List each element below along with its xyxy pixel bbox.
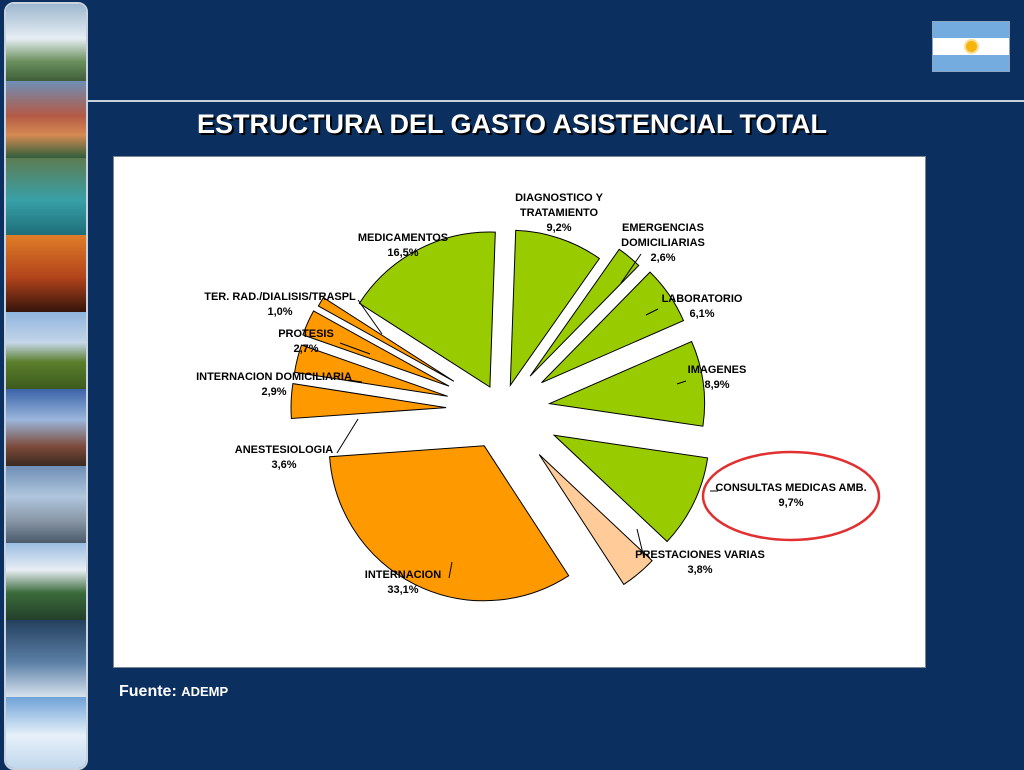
flag-stripe-bottom (933, 54, 1009, 71)
slice-name: EMERGENCIAS (622, 222, 704, 234)
mountains-photo (6, 81, 86, 158)
slice-name: ANESTESIOLOGIA (235, 444, 333, 456)
slice-value: 2,7% (293, 343, 318, 355)
slice-name: DOMICILIARIAS (621, 237, 705, 249)
leader-line (357, 299, 383, 335)
pie-slice (358, 231, 496, 388)
slice-value: 3,6% (271, 459, 296, 471)
river-photo (6, 158, 86, 235)
palm-sunset-photo (6, 235, 86, 312)
obelisk-tango-photo (6, 389, 86, 466)
pie-slice (547, 340, 706, 427)
pie-chart: DIAGNOSTICO Y TRATAMIENTO 9,2% EMERGENCIAS D… (196, 192, 881, 602)
slice-name: INTERNACION DOMICILIARIA (196, 371, 352, 383)
pie-chart-panel: DIAGNOSTICO Y TRATAMIENTO 9,2% EMERGENCIAS D… (113, 156, 926, 668)
slice-label: EMERGENCIAS DOMICILIARIAS 2,6% (621, 222, 705, 264)
slice-name: PRESTACIONES VARIAS (635, 549, 765, 561)
slice-name: CONSULTAS MEDICAS AMB. (715, 482, 866, 494)
source-note: Fuente: ADEMP (119, 683, 228, 701)
slice-label: INTERNACION DOMICILIARIA 2,9% (196, 371, 352, 398)
leader-line (676, 380, 687, 385)
flag-stripe-top (933, 22, 1009, 39)
slice-name: IMAGENES (688, 364, 747, 376)
pie-slice (329, 445, 570, 602)
slice-label: ANESTESIOLOGIA 3,6% (235, 444, 333, 471)
leader-line (620, 253, 642, 284)
leader-line (336, 418, 359, 454)
slice-label: DIAGNOSTICO Y TRATAMIENTO 9,2% (515, 192, 603, 234)
slice-label: MEDICAMENTOS 16,5% (358, 232, 448, 259)
leader-line (347, 379, 363, 383)
slice-value: 9,7% (778, 497, 803, 509)
glacier-photo (6, 697, 86, 768)
slice-name: DIAGNOSTICO Y (515, 192, 603, 204)
lake-mountains-photo (6, 543, 86, 620)
slice-label: IMAGENES 8,9% (688, 364, 747, 391)
source-value: ADEMP (181, 684, 229, 699)
sun-of-may-icon (965, 40, 977, 52)
city-skyline-photo (6, 466, 86, 543)
slice-name: MEDICAMENTOS (358, 232, 448, 244)
slice-label: PRESTACIONES VARIAS 3,8% (635, 549, 765, 576)
pie-slice (302, 310, 450, 387)
pie-slice (552, 434, 709, 543)
header-rule (88, 100, 1024, 102)
slide-title: ESTRUCTURA DEL GASTO ASISTENCIAL TOTAL (196, 109, 828, 139)
slice-label: LABORATORIO 6,1% (662, 293, 743, 320)
slice-name: TRATAMIENTO (520, 207, 599, 219)
waterfall-photo (6, 4, 86, 81)
source-label: Fuente: (119, 683, 177, 700)
slice-name: TER. RAD./DIALISIS/TRASPL (204, 291, 356, 303)
left-photo-strip (4, 2, 88, 770)
slice-value: 3,8% (687, 564, 712, 576)
leader-line (339, 342, 371, 355)
slice-value: 6,1% (689, 308, 714, 320)
leader-line (448, 561, 453, 579)
slice-label: PROTESIS 2,7% (278, 328, 334, 355)
flag-stripe-middle (933, 38, 1009, 55)
slice-value: 9,2% (546, 222, 571, 234)
slice-value: 1,0% (267, 306, 292, 318)
pie-slice (541, 271, 685, 384)
slice-label: TER. RAD./DIALISIS/TRASPL 1,0% (204, 291, 356, 318)
slice-value: 8,9% (704, 379, 729, 391)
pie-slice (509, 229, 601, 387)
whale-photo (6, 620, 86, 697)
pie-slice (529, 248, 640, 377)
slice-name: INTERNACION (365, 569, 441, 581)
slice-value: 2,6% (650, 252, 675, 264)
cattle-field-photo (6, 312, 86, 389)
slice-name: PROTESIS (278, 328, 334, 340)
leader-line (636, 528, 645, 559)
highlight-ellipse (701, 450, 881, 542)
slice-label: CONSULTAS MEDICAS AMB. 9,7% (715, 482, 866, 509)
pie-slice (290, 383, 447, 420)
pie-slice (294, 344, 448, 397)
slice-value: 2,9% (261, 386, 286, 398)
argentina-flag-icon (932, 21, 1010, 72)
slice-value: 16,5% (387, 247, 418, 259)
slice-value: 33,1% (387, 584, 418, 596)
slice-label: INTERNACION 33,1% (365, 569, 441, 596)
leader-line (645, 308, 659, 316)
slice-name: LABORATORIO (662, 293, 743, 305)
pie-slice (317, 296, 455, 382)
pie-slice (538, 454, 653, 586)
